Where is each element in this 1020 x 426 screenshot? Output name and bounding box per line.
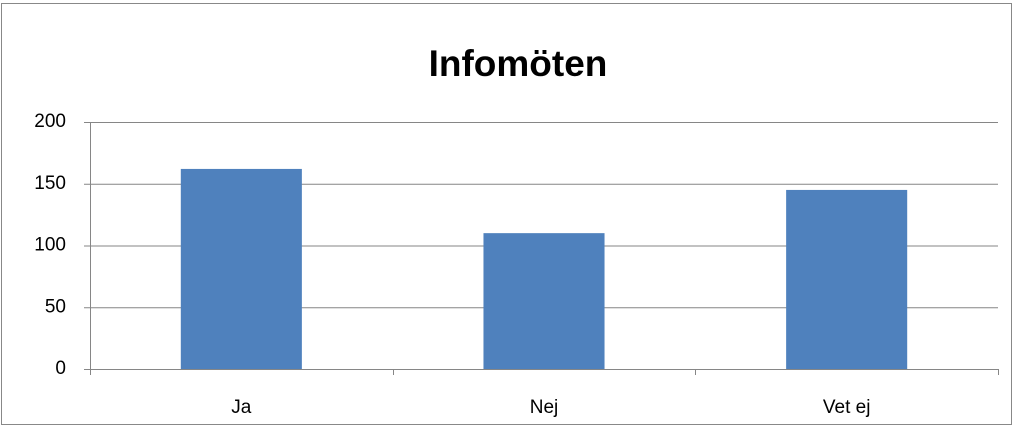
chart-title: Infomöten — [429, 43, 608, 84]
y-tick-label: 50 — [45, 296, 66, 317]
y-tick-label: 0 — [55, 358, 66, 379]
x-tick-label: Ja — [231, 397, 252, 418]
bar — [180, 168, 302, 369]
y-tick-label: 200 — [34, 111, 66, 132]
bar — [786, 189, 908, 369]
y-tick-label: 100 — [34, 235, 66, 256]
x-tick-label: Vet ej — [823, 397, 871, 418]
y-tick-label: 150 — [34, 173, 66, 194]
bar — [483, 233, 605, 369]
x-tick-label: Nej — [530, 397, 559, 418]
